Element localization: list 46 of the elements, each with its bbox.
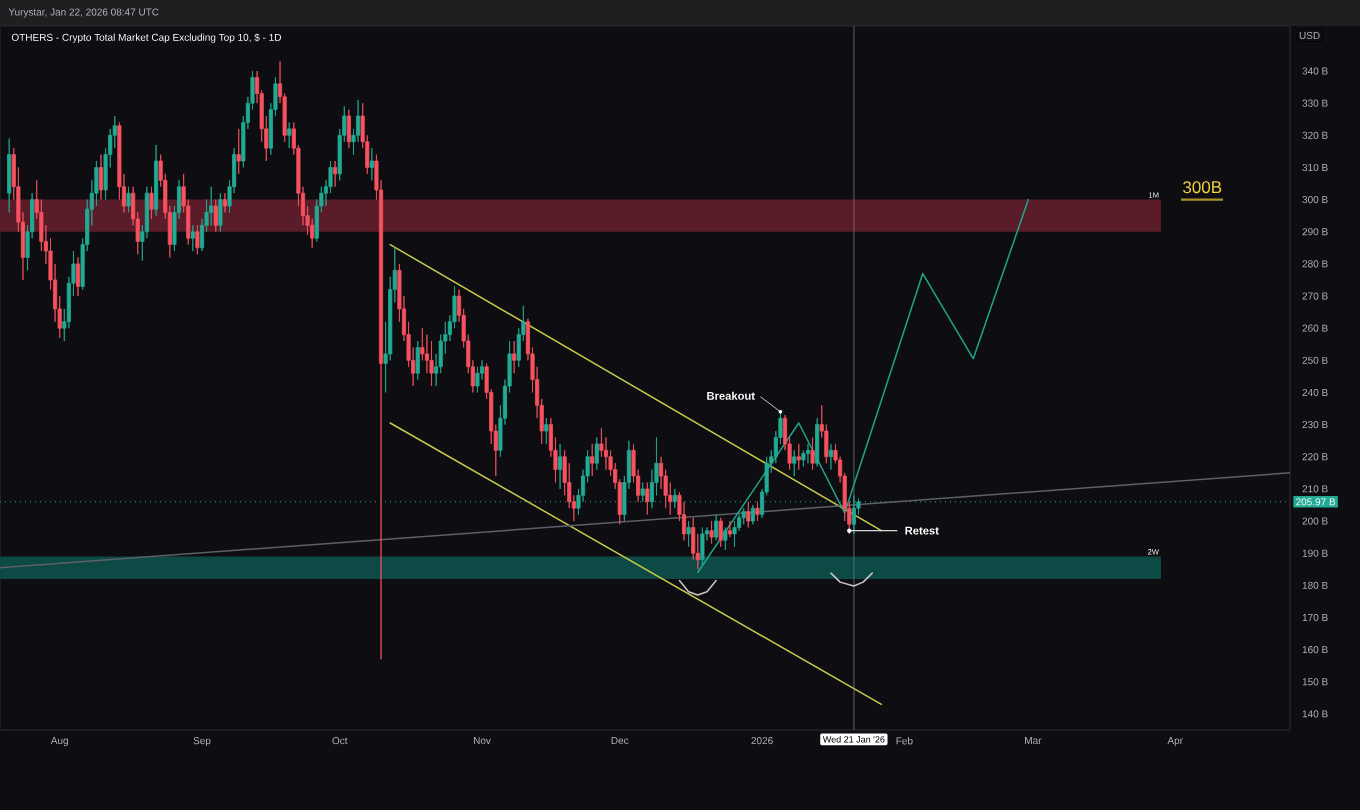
candlestick	[714, 514, 719, 541]
candlestick	[801, 449, 806, 467]
candlestick	[732, 520, 737, 548]
candlestick	[828, 443, 833, 471]
candlestick	[810, 437, 815, 471]
candlestick	[590, 443, 595, 477]
candlestick	[672, 488, 677, 509]
candlestick	[805, 443, 811, 464]
candlestick	[558, 443, 563, 490]
candlestick	[346, 109, 351, 149]
candlestick	[369, 147, 374, 181]
candlestick	[594, 437, 599, 471]
candlestick	[796, 443, 801, 471]
candlestick	[213, 199, 218, 233]
candlestick	[209, 186, 214, 226]
candlestick	[7, 138, 12, 213]
candlestick	[645, 482, 650, 516]
candlestick	[475, 366, 480, 393]
candlestick	[75, 257, 81, 297]
candlestick	[218, 192, 223, 233]
candlestick	[98, 154, 104, 200]
candlestick	[222, 192, 228, 213]
candlestick	[287, 122, 292, 149]
candlestick	[190, 224, 195, 252]
candlestick	[691, 517, 696, 561]
candlestick	[236, 128, 241, 175]
candlestick	[741, 507, 746, 525]
candlestick	[544, 417, 549, 445]
candlestick	[709, 520, 714, 544]
candlestick	[415, 340, 420, 380]
candlestick	[195, 224, 200, 255]
annotation: 300B	[1183, 181, 1222, 194]
candlestick	[792, 449, 797, 477]
candlestick	[723, 527, 728, 551]
candlestick	[755, 501, 760, 522]
candlestick	[154, 144, 159, 217]
candlestick	[429, 340, 434, 387]
candlestick	[686, 520, 691, 548]
candlestick	[746, 501, 751, 528]
candlestick	[718, 517, 723, 548]
candlestick	[126, 186, 131, 213]
candlestick	[333, 160, 338, 188]
candlestick	[815, 417, 820, 467]
candlestick	[149, 186, 154, 220]
candlestick	[512, 340, 517, 374]
candlestick	[727, 520, 732, 538]
